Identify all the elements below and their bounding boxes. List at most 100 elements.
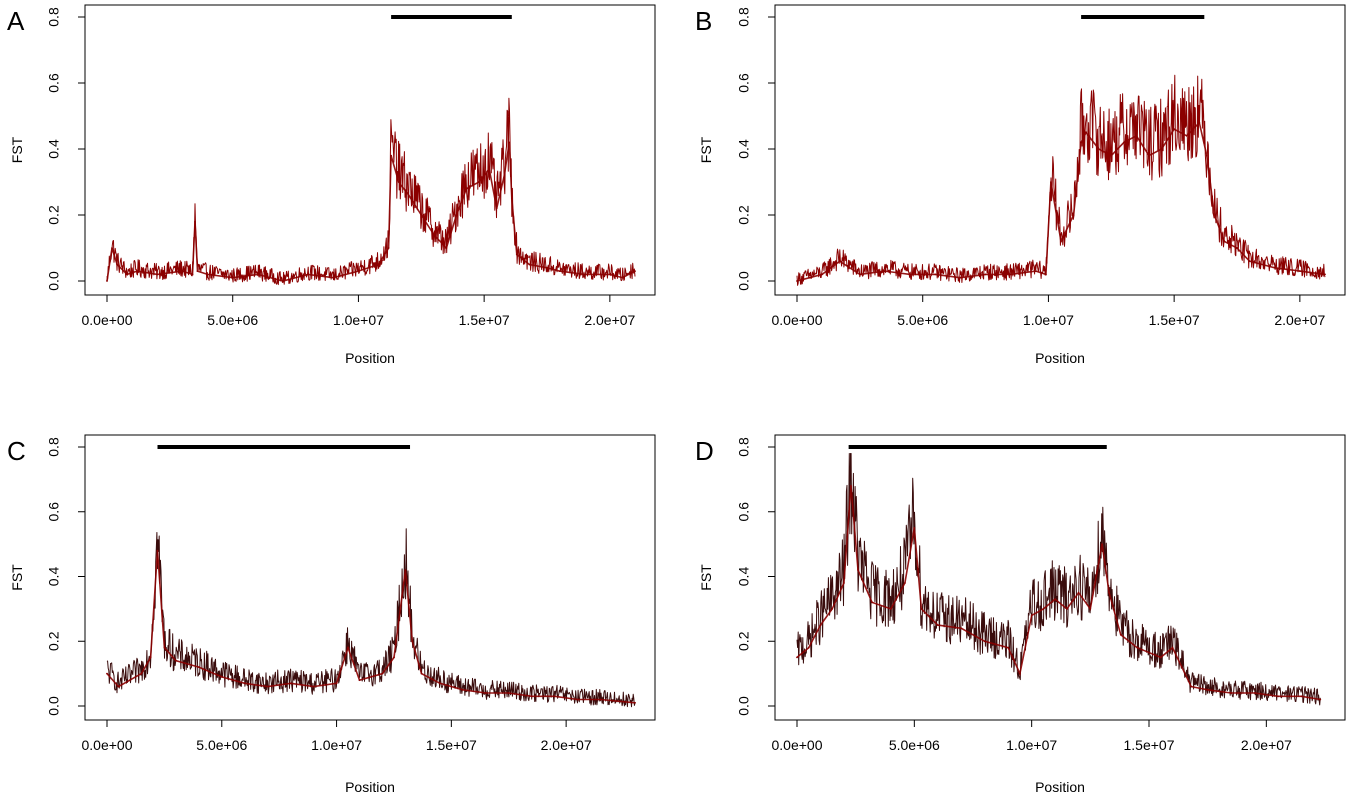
x-tick-label: 0.0e+00 bbox=[82, 312, 133, 328]
fst-trace bbox=[796, 453, 1321, 706]
fst-point bbox=[117, 685, 120, 688]
x-tick-label: 1.5e+07 bbox=[426, 737, 477, 753]
fst-point bbox=[1135, 134, 1138, 137]
fst-point bbox=[347, 646, 349, 649]
fst-point bbox=[843, 582, 845, 584]
fst-point bbox=[1223, 240, 1226, 243]
plot-frame bbox=[84, 434, 656, 721]
y-axis-title: FST bbox=[9, 136, 25, 163]
fst-series-line bbox=[796, 120, 1326, 282]
fst-point bbox=[1042, 608, 1045, 610]
x-axis-title: Position bbox=[345, 779, 395, 795]
x-tick-label: 2.0e+07 bbox=[1274, 312, 1325, 328]
fst-point bbox=[243, 682, 246, 685]
x-tick-label: 1.5e+07 bbox=[1124, 737, 1175, 753]
fst-point bbox=[913, 527, 916, 529]
fst-point bbox=[196, 270, 199, 272]
fst-point bbox=[420, 672, 423, 675]
plot-frame bbox=[774, 4, 1346, 296]
fst-point bbox=[411, 640, 414, 643]
x-tick-label: 1.0e+07 bbox=[333, 312, 384, 328]
fst-point bbox=[1171, 646, 1174, 649]
fst-point bbox=[307, 273, 309, 276]
panel-letter: B bbox=[695, 6, 712, 36]
y-tick-label: 0.8 bbox=[46, 7, 62, 27]
fst-point bbox=[1173, 128, 1175, 131]
fst-point bbox=[191, 273, 194, 276]
fst-point bbox=[420, 214, 423, 216]
fst-point bbox=[838, 260, 841, 263]
x-tick-label: 1.5e+07 bbox=[459, 312, 510, 328]
fst-point bbox=[1009, 273, 1012, 276]
fst-point bbox=[1253, 692, 1256, 694]
fst-point bbox=[358, 679, 361, 681]
y-tick-label: 0.8 bbox=[46, 437, 62, 457]
fst-point bbox=[507, 692, 510, 694]
y-tick-label: 0.0 bbox=[46, 696, 62, 716]
y-tick-label: 0.6 bbox=[736, 73, 752, 93]
x-tick-label: 1.0e+07 bbox=[1023, 312, 1074, 328]
fst-point bbox=[936, 624, 939, 626]
fst-point bbox=[871, 601, 873, 604]
fst-point bbox=[1085, 131, 1087, 134]
fst-point bbox=[983, 640, 986, 643]
y-tick-label: 0.4 bbox=[736, 567, 752, 587]
fst-point bbox=[621, 276, 624, 279]
fst-point bbox=[181, 270, 184, 272]
fst-point bbox=[960, 627, 963, 630]
y-tick-label: 0.4 bbox=[46, 567, 62, 587]
fst-point bbox=[530, 695, 533, 698]
fst-point bbox=[484, 692, 487, 694]
fst-point bbox=[634, 270, 636, 272]
fst-point bbox=[884, 270, 886, 272]
fst-point bbox=[1236, 247, 1238, 249]
fst-point bbox=[149, 656, 152, 659]
fst-point bbox=[1054, 598, 1056, 601]
fst-point bbox=[984, 273, 987, 276]
fst-point bbox=[206, 273, 209, 276]
fst-point bbox=[796, 656, 798, 659]
fst-point bbox=[1030, 614, 1033, 617]
x-tick-label: 1.0e+07 bbox=[311, 737, 362, 753]
fst-point bbox=[377, 263, 380, 266]
y-tick-label: 0.2 bbox=[736, 205, 752, 225]
fst-point bbox=[111, 247, 113, 249]
x-tick-label: 1.0e+07 bbox=[1006, 737, 1057, 753]
fst-point bbox=[257, 273, 259, 276]
fst-point bbox=[1300, 695, 1303, 698]
fst-point bbox=[890, 608, 892, 610]
fst-point bbox=[1213, 214, 1216, 216]
y-tick-label: 0.8 bbox=[736, 437, 752, 457]
x-tick-label: 5.0e+06 bbox=[207, 312, 258, 328]
fst-point bbox=[503, 174, 506, 177]
x-tick-label: 1.5e+07 bbox=[1149, 312, 1200, 328]
fst-point bbox=[312, 685, 315, 688]
fst-point bbox=[194, 220, 196, 223]
fst-point bbox=[1119, 633, 1122, 636]
x-tick-label: 2.0e+07 bbox=[1241, 737, 1292, 753]
fst-point bbox=[445, 247, 448, 249]
fst-point bbox=[634, 701, 636, 704]
fst-point bbox=[106, 280, 108, 282]
fst-point bbox=[546, 266, 548, 269]
x-tick-label: 2.0e+07 bbox=[541, 737, 592, 753]
fst-point bbox=[1230, 692, 1232, 694]
fst-point bbox=[1077, 591, 1080, 594]
fst-point bbox=[576, 698, 579, 701]
fst-point bbox=[1319, 698, 1322, 701]
fst-point bbox=[857, 569, 859, 571]
fst-point bbox=[1019, 672, 1021, 675]
fst-point bbox=[1148, 154, 1150, 157]
fst-point bbox=[1035, 270, 1037, 272]
fst-point bbox=[126, 273, 128, 276]
fst-point bbox=[393, 656, 395, 659]
fst-point bbox=[1060, 240, 1062, 243]
x-tick-label: 0.0e+00 bbox=[82, 737, 133, 753]
fst-point bbox=[859, 273, 861, 276]
fst-point bbox=[959, 276, 962, 279]
fst-point bbox=[1108, 591, 1110, 594]
fst-point bbox=[850, 485, 852, 487]
fst-point bbox=[808, 276, 811, 279]
x-tick-label: 0.0e+00 bbox=[772, 312, 823, 328]
